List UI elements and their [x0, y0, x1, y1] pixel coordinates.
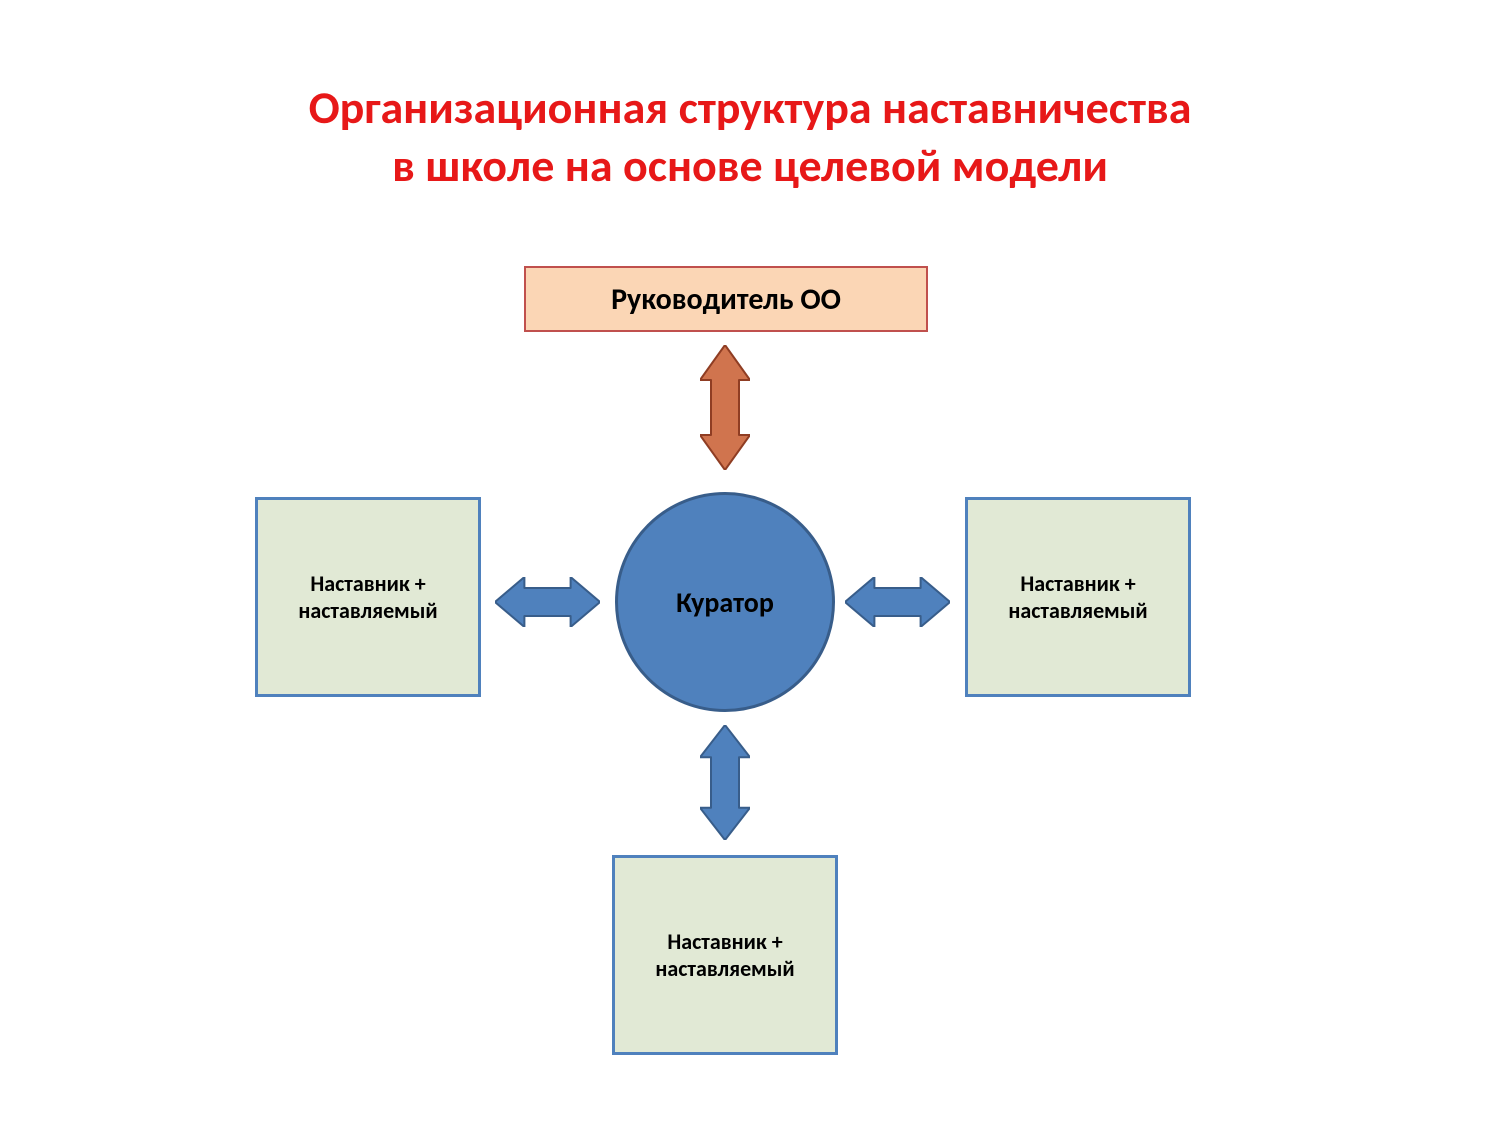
double-arrow-top: [700, 345, 750, 470]
double-arrow-left: [495, 577, 600, 627]
node-curator: Куратор: [615, 492, 835, 712]
double-arrow-right: [845, 577, 950, 627]
node-curator-label: Куратор: [676, 585, 774, 620]
node-mentor-right: Наставник + наставляемый: [965, 497, 1191, 697]
node-director-label: Руководитель ОО: [611, 281, 841, 318]
title-line-2: в школе на основе целевой модели: [0, 138, 1500, 196]
mentor-right-line1: Наставник +: [1008, 570, 1147, 597]
mentor-left-line2: наставляемый: [298, 597, 437, 624]
diagram-title: Организационная структура наставничества…: [0, 80, 1500, 195]
mentor-left-line1: Наставник +: [298, 570, 437, 597]
mentor-bottom-line1: Наставник +: [655, 928, 794, 955]
mentor-right-line2: наставляемый: [1008, 597, 1147, 624]
node-mentor-bottom: Наставник + наставляемый: [612, 855, 838, 1055]
title-line-1: Организационная структура наставничества: [0, 80, 1500, 138]
node-mentor-left: Наставник + наставляемый: [255, 497, 481, 697]
node-director: Руководитель ОО: [524, 266, 928, 332]
double-arrow-bottom: [700, 725, 750, 840]
mentor-bottom-line2: наставляемый: [655, 955, 794, 982]
